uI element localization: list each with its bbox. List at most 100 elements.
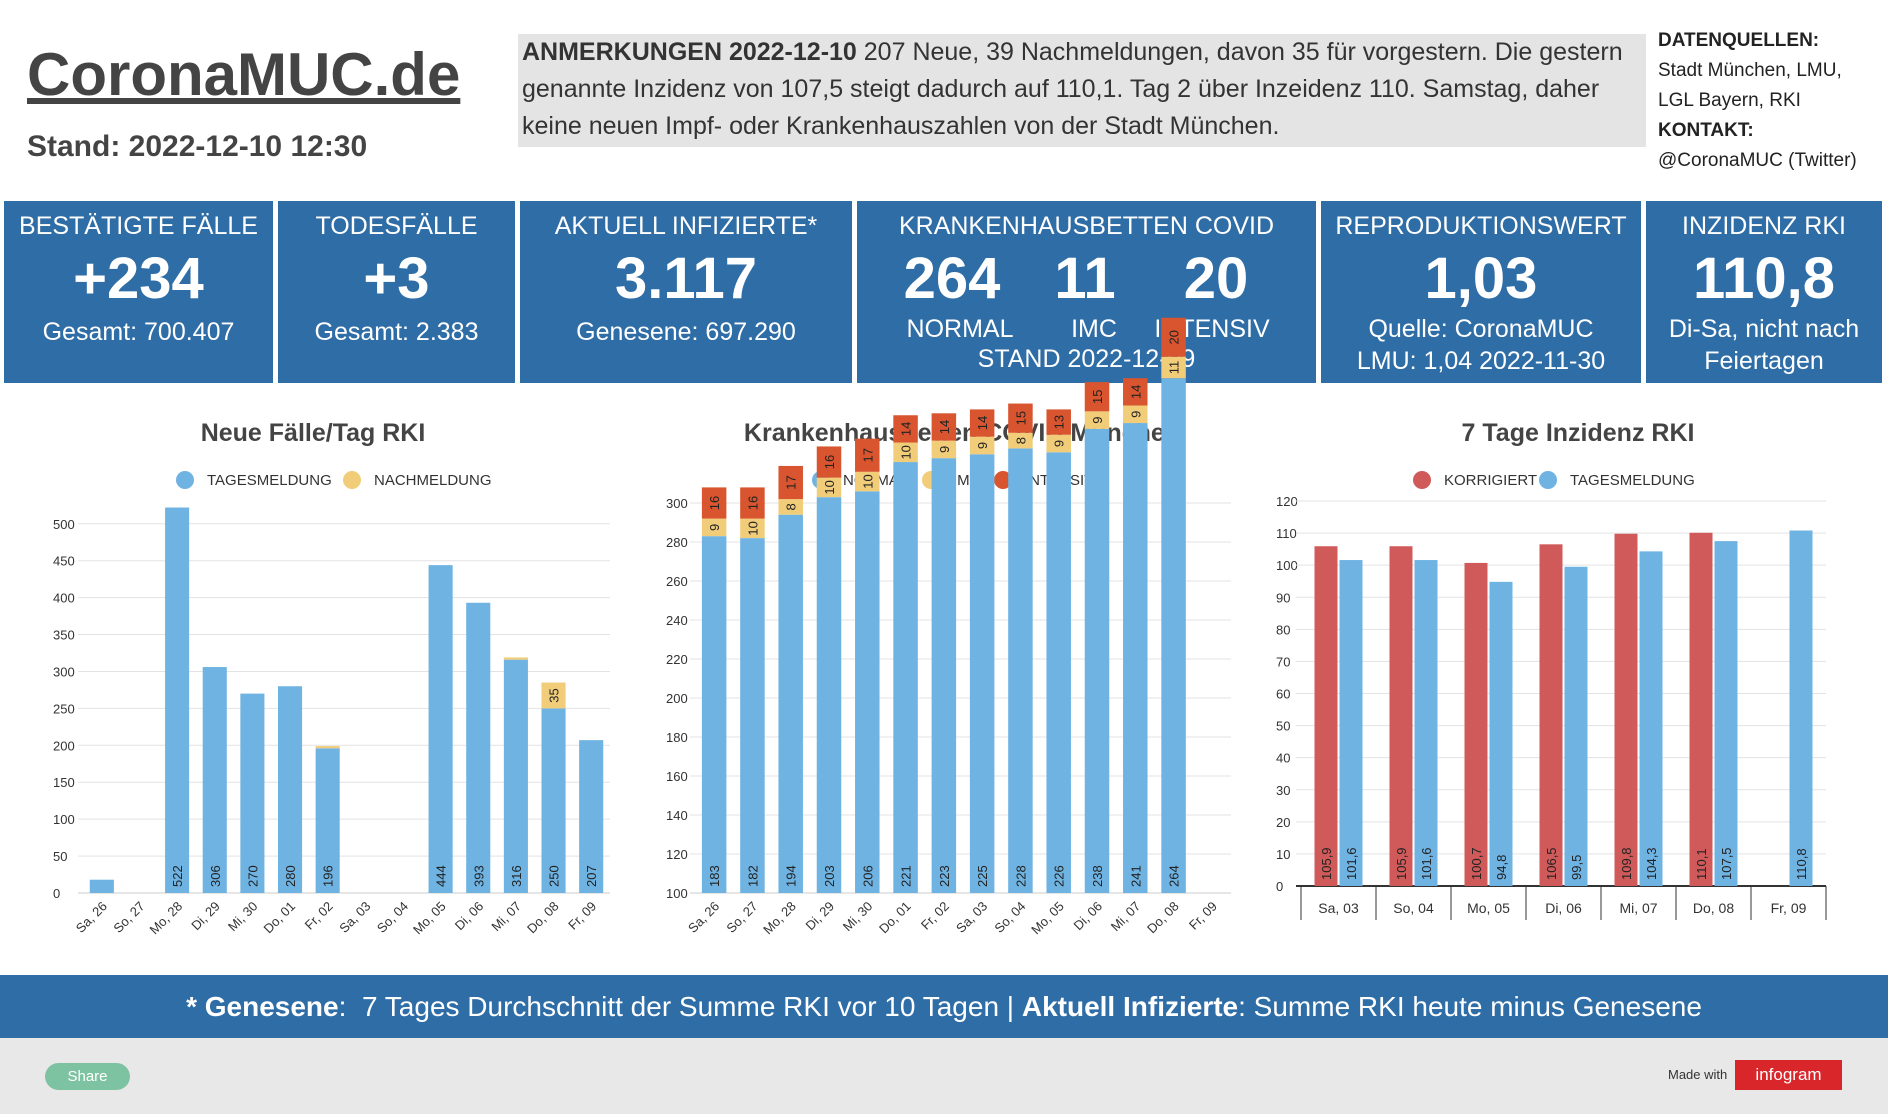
y-tick-label: 70: [1276, 654, 1290, 669]
data-label: 203: [822, 865, 837, 887]
data-label: 280: [283, 865, 298, 887]
legend-marker: [343, 471, 361, 489]
data-label: 8: [784, 503, 799, 510]
x-tick-label: Mi, 07: [488, 899, 524, 935]
y-tick-label: 220: [666, 652, 688, 667]
tile-value: +3: [363, 246, 430, 311]
data-label: 183: [707, 865, 722, 887]
y-tick-label: 140: [666, 808, 688, 823]
x-tick-label: Sa, 26: [685, 899, 722, 936]
data-label: 17: [860, 448, 875, 462]
bar: [893, 442, 918, 463]
share-button[interactable]: Share: [45, 1063, 130, 1090]
bar: [816, 477, 842, 498]
bar: [969, 436, 995, 455]
bar: [1389, 546, 1413, 886]
y-tick-label: 280: [666, 535, 688, 550]
y-tick-label: 260: [666, 574, 688, 589]
data-label: 11: [1167, 361, 1182, 375]
data-label: 9: [937, 446, 952, 453]
bar: [931, 413, 957, 441]
tile-label: AKTUELL INFIZIERTE*: [554, 212, 818, 240]
x-tick-label: Di, 06: [1545, 900, 1582, 916]
source: LGL Bayern, RKI: [1658, 90, 1801, 111]
tile-value: 264: [903, 246, 1001, 311]
tile-value: 11: [1054, 246, 1116, 311]
bar: [1123, 423, 1148, 893]
x-tick-label: Mo, 05: [410, 899, 449, 938]
stat-tile: REPRODUKTIONSWERT 1,03 Quelle: CoronaMUC LM…: [1321, 201, 1641, 383]
x-tick-label: Do, 08: [1144, 899, 1182, 937]
y-tick-label: 240: [666, 613, 688, 628]
data-label: 110,8: [1794, 848, 1809, 880]
bar: [740, 518, 765, 539]
x-tick-label: Di, 29: [188, 899, 223, 934]
bar: [466, 602, 491, 893]
bar: [1639, 551, 1663, 886]
data-label: 522: [170, 865, 185, 887]
x-tick-label: Sa, 03: [953, 899, 990, 936]
data-label: 10: [822, 480, 837, 494]
bar: [1161, 378, 1186, 893]
data-label: 20: [1167, 330, 1182, 344]
data-label: 105,9: [1394, 847, 1409, 880]
notes-heading: ANMERKUNGEN 2022-12-10: [522, 38, 857, 66]
tile-label: KRANKENHAUSBETTEN COVID: [898, 212, 1275, 240]
tile-sub: Gesamt: 700.407: [42, 318, 235, 346]
data-label: 194: [784, 865, 799, 887]
data-label: 10: [745, 521, 760, 535]
data-label: 8: [1013, 437, 1028, 444]
x-tick-label: Do, 08: [1693, 900, 1734, 916]
tile-label: BESTÄTIGTE FÄLLE: [19, 212, 258, 240]
tile-value-name: NORMAL: [906, 315, 1014, 343]
data-label: 109,8: [1619, 847, 1634, 880]
data-label: 10: [860, 474, 875, 488]
notes: ANMERKUNGEN 2022-12-10 207 Neue, 39 Nach…: [518, 34, 1646, 147]
x-tick-label: So, 27: [110, 899, 147, 936]
x-tick-label: So, 04: [991, 899, 1028, 936]
bar: [1489, 581, 1513, 886]
x-tick-label: So, 04: [1393, 900, 1434, 916]
y-tick-label: 30: [1276, 783, 1290, 798]
data-label: 9: [1128, 411, 1143, 418]
tile-value: 20: [1183, 246, 1249, 311]
y-tick-label: 300: [666, 496, 688, 511]
x-tick-label: Fr, 09: [1771, 900, 1807, 916]
data-label: 14: [1128, 385, 1143, 399]
y-tick-label: 200: [53, 738, 75, 753]
y-tick-label: 160: [666, 769, 688, 784]
data-label: 207: [584, 865, 599, 887]
stat-tile: INZIDENZ RKI 110,8 Di-Sa, nicht nach Feiert…: [1646, 201, 1882, 383]
y-tick-label: 20: [1276, 815, 1290, 830]
data-label: 17: [784, 475, 799, 489]
sources: DATENQUELLEN: Stadt München, LMU, LGL Ba…: [1658, 26, 1857, 176]
data-label: 107,5: [1719, 847, 1734, 880]
bar: [1339, 560, 1363, 886]
tile-sub: LMU: 1,04 2022-11-30: [1356, 347, 1606, 375]
contact: @CoronaMUC (Twitter): [1658, 150, 1857, 171]
bar: [816, 497, 842, 893]
bar: [428, 565, 453, 893]
bar: [1464, 562, 1488, 886]
x-tick-label: Fr, 02: [302, 899, 336, 933]
y-tick-label: 40: [1276, 751, 1290, 766]
charts: Neue Fälle/Tag RKI TAGESMELDUNG NACHMELDUN…: [53, 317, 1827, 938]
x-tick-label: So, 27: [723, 899, 760, 936]
tile-sub: Genesene: 697.290: [576, 318, 796, 346]
y-tick-label: 50: [53, 849, 67, 864]
tile-value: +234: [73, 246, 204, 311]
made-with: Made with: [1668, 1067, 1728, 1082]
bar: [1689, 532, 1713, 886]
x-tick-label: Mo, 05: [1028, 899, 1067, 938]
y-tick-label: 100: [53, 812, 75, 827]
tile-sub: Di-Sa, nicht nach: [1668, 315, 1860, 343]
bar: [1614, 533, 1638, 886]
data-label: 238: [1090, 865, 1105, 887]
y-tick-label: 10: [1276, 847, 1290, 862]
data-label: 14: [899, 422, 914, 436]
legend-label: KORRIGIERT: [1444, 472, 1537, 489]
data-label: 16: [822, 455, 837, 469]
tile-value: 3.117: [615, 246, 757, 311]
y-tick-label: 120: [1276, 494, 1298, 509]
